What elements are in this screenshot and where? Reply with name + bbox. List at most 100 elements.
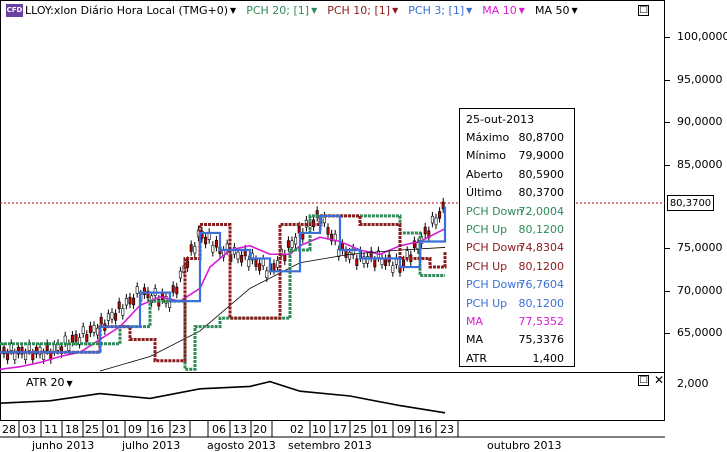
tooltip-key: Último (466, 186, 502, 200)
atr-panel[interactable] (0, 373, 665, 421)
y-tick (665, 248, 670, 249)
candle-body (193, 245, 197, 254)
tooltip-value: 80,5900 (518, 167, 565, 181)
tooltip-value: 79,9000 (518, 149, 565, 163)
candle-body (74, 334, 78, 342)
candle-body (2, 346, 6, 355)
indicator-pch20[interactable]: PCH 20; [1] ▼ (246, 4, 317, 17)
candlestick-series (2, 197, 445, 365)
candle-body (99, 316, 103, 325)
y-tick (665, 333, 670, 334)
day-label: 01 (106, 423, 120, 436)
day-label: 17 (333, 423, 347, 436)
tooltip-key: Aberto (466, 167, 503, 181)
day-label: 13 (233, 423, 247, 436)
series-line-pch-3 (0, 206, 447, 354)
candle-body (42, 352, 46, 360)
tooltip-value: 76,7604 (518, 278, 565, 292)
day-label: 06 (212, 423, 226, 436)
tooltip-row: PCH Down 72,0004 (466, 203, 572, 221)
candle-body (438, 211, 442, 219)
y-axis-label: 85,0000 (677, 158, 723, 171)
tooltip-row: ATR 1,400 (466, 350, 572, 368)
candle-body (6, 352, 10, 361)
candle-body (45, 343, 49, 351)
cfd-badge-icon: CFD (6, 3, 23, 17)
candle-body (160, 292, 164, 300)
y-axis-label: 65,0000 (677, 326, 723, 339)
day-label: 23 (172, 423, 186, 436)
tooltip-row: PCH Down 74,8304 (466, 239, 572, 257)
series-line-ma-50 (99, 247, 446, 372)
candle-body (254, 259, 258, 267)
indicator-label: PCH 10; [1] (327, 3, 391, 17)
candle-body (142, 287, 146, 295)
candle-body (405, 250, 409, 258)
candle-body (16, 346, 20, 355)
candle-body (96, 327, 100, 336)
candle-body (117, 301, 121, 310)
tooltip-value: 80,8700 (518, 131, 565, 144)
day-label: 03 (22, 423, 36, 436)
symbol-selector[interactable]: LLOY:xlon Diário Hora Local (TMG+0) ▼ (25, 4, 236, 17)
candle-body (114, 313, 118, 321)
candle-body (261, 258, 265, 267)
y-tick (665, 291, 670, 292)
candle-body (13, 352, 17, 361)
candle-body (81, 326, 85, 334)
maximize-button[interactable]: □ (638, 5, 649, 16)
day-label: 23 (440, 423, 454, 436)
tooltip-key: PCH Down (466, 241, 524, 255)
atr-close-icon[interactable]: ✕ (654, 373, 665, 387)
y-axis-label: 75,0000 (677, 241, 723, 254)
candle-body (189, 244, 193, 252)
day-label: 01 (374, 423, 388, 436)
candle-body (211, 245, 215, 253)
atr-axis-label: 2,000 (677, 377, 709, 390)
day-label: 16 (418, 423, 432, 436)
indicator-ma50[interactable]: MA 50 ▼ (535, 4, 578, 17)
atr-maximize-button[interactable]: □ (638, 375, 649, 386)
indicator-pch10[interactable]: PCH 10; [1] ▼ (327, 4, 398, 17)
candle-body (214, 239, 218, 248)
y-axis-label: 100,0000 (677, 30, 727, 43)
y-axis-label: 95,0000 (677, 73, 723, 86)
tooltip-row: PCH Down 76,7604 (466, 276, 572, 294)
day-label: 10 (312, 423, 326, 436)
candle-body (85, 334, 89, 342)
candle-body (106, 313, 110, 321)
dropdown-arrow-icon: ▼ (230, 5, 237, 15)
candle-body (351, 247, 355, 256)
tooltip-value: 80,1200 (518, 223, 565, 236)
candle-body (290, 240, 294, 248)
tooltip-row: PCH Up 80,1200 (466, 258, 572, 276)
tooltip-key: PCH Down (466, 278, 524, 292)
tooltip-value: 75,3376 (518, 333, 565, 347)
tooltip-row: Aberto 80,5900 (466, 166, 572, 184)
y-tick (665, 37, 670, 38)
candle-body (348, 252, 352, 260)
candle-body (247, 259, 251, 267)
time-axis[interactable]: 28 03 11 18 25 01 09 16 23 06 13 20 02 1… (0, 421, 665, 452)
tooltip-value: 80,1200 (518, 296, 565, 310)
day-label: 20 (253, 423, 267, 436)
atr-title-selector[interactable]: ATR 20 ▼ (26, 376, 73, 389)
main-price-panel[interactable] (0, 0, 665, 373)
candle-body (204, 236, 208, 245)
candle-body (250, 252, 254, 261)
candle-body (20, 346, 24, 355)
candle-body (344, 250, 348, 258)
dropdown-arrow-icon: ▼ (518, 5, 525, 15)
indicator-ma10[interactable]: MA 10 ▼ (482, 4, 525, 17)
candle-body (157, 299, 161, 307)
tooltip-row: MA 75,3376 (466, 331, 572, 349)
y-axis-label: 70,0000 (677, 284, 723, 297)
indicator-pch3[interactable]: PCH 3; [1] ▼ (408, 4, 472, 17)
series-line-pch-20 (0, 214, 445, 371)
series-line-atr-20 (0, 380, 446, 414)
indicator-lines (0, 206, 447, 414)
candle-body (423, 226, 427, 235)
day-label: 11 (44, 423, 58, 436)
candle-body (434, 217, 438, 226)
candle-body (178, 270, 182, 279)
